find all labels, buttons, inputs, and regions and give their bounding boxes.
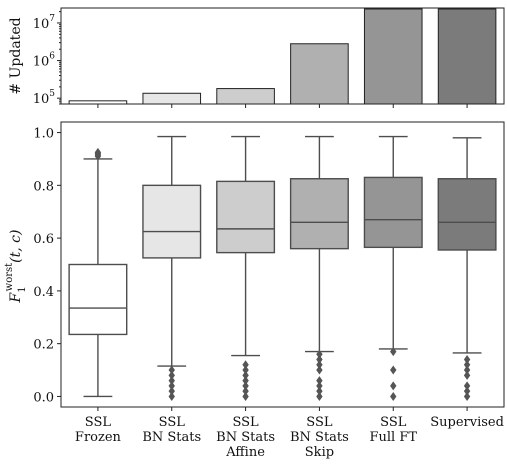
bar	[216, 88, 275, 105]
box-y-axis-label: F1worst(t, c)	[4, 230, 28, 304]
outlier-point	[168, 370, 175, 380]
outlier-point	[316, 355, 323, 364]
outlier-point	[316, 376, 323, 386]
outlier-point	[168, 381, 175, 391]
outlier-point	[242, 365, 249, 375]
iqr-box	[68, 263, 128, 336]
box-y-label-sup: worst	[4, 263, 15, 292]
outlier-point	[390, 381, 397, 391]
box-y-label-sub: 1	[17, 286, 28, 292]
box-x-tick-label: SSL	[306, 415, 333, 430]
bar-x-ticks	[97, 104, 468, 108]
box-y-tick-label: 0.0	[33, 390, 54, 405]
outlier-point	[242, 386, 249, 396]
outlier-point	[463, 365, 471, 375]
outlier-point	[242, 391, 249, 401]
iqr-box	[363, 176, 423, 249]
updated-params-bar-panel: 105 106 107 # Updated	[8, 7, 505, 108]
outlier-point	[463, 381, 471, 391]
outlier-point	[390, 347, 397, 357]
box-x-tick-label: SSL	[380, 415, 407, 430]
bar	[363, 8, 423, 105]
outlier-point	[390, 391, 397, 401]
outlier-point	[242, 381, 249, 391]
outlier-point	[390, 365, 397, 375]
box-x-tick-label: Affine	[225, 445, 265, 460]
iqr-box	[289, 178, 349, 250]
outlier-point	[168, 386, 175, 396]
box-y-tick-label: 0.4	[33, 285, 54, 300]
box-x-tick-label: BN Stats	[290, 430, 349, 445]
outlier-point	[463, 370, 471, 380]
box-x-tick-label: SSL	[85, 415, 112, 430]
bar	[142, 92, 202, 105]
outlier-point	[168, 376, 175, 386]
outlier-point	[463, 386, 471, 396]
iqr-box	[437, 178, 497, 251]
box-x-tick-label: BN Stats	[216, 430, 275, 445]
box-x-tick-label: BN Stats	[142, 430, 201, 445]
box-y-label-main: F	[8, 291, 24, 303]
outlier-point	[463, 360, 471, 370]
outlier-point	[316, 360, 323, 370]
outlier-point	[316, 365, 323, 375]
box-x-tick-label: SSL	[159, 415, 186, 430]
bar	[68, 100, 128, 105]
bar-y-tick-label: 107	[33, 14, 56, 32]
box-plot-frame	[60, 121, 505, 408]
outlier-point	[242, 360, 249, 370]
bar	[290, 43, 349, 105]
box-y-ticks: 0.0 0.2 0.4 0.6 0.8 1.0	[33, 127, 61, 405]
outlier-point	[316, 381, 323, 391]
bar-y-tick-label: 106	[33, 52, 56, 70]
box-x-tick-label: Skip	[305, 445, 334, 460]
outlier-point	[316, 391, 323, 401]
bar-marks	[68, 8, 497, 105]
box-x-tick-label: Frozen	[75, 430, 122, 445]
outlier-point	[242, 370, 249, 380]
outlier-point	[168, 365, 175, 375]
outlier-point	[316, 349, 323, 359]
box-y-label-args: (t, c)	[8, 230, 24, 263]
outlier-point	[242, 376, 249, 386]
box-y-tick-label: 0.2	[33, 338, 54, 353]
outlier-point	[463, 355, 471, 364]
bar	[437, 8, 497, 105]
iqr-box	[142, 184, 202, 259]
box-marks	[68, 135, 497, 401]
box-y-tick-label: 0.8	[33, 179, 54, 194]
outlier-point	[316, 386, 323, 396]
box-x-tick-label: Supervised	[430, 415, 504, 430]
box-y-tick-label: 0.6	[33, 232, 54, 247]
bar-y-tick-label: 105	[33, 89, 56, 107]
box-y-tick-label: 1.0	[33, 127, 54, 142]
bar-y-ticks: 105 106 107	[33, 11, 61, 107]
box-x-tick-label: SSL	[232, 415, 259, 430]
outlier-point	[94, 147, 102, 157]
outlier-point	[168, 391, 175, 401]
bar-plot-frame	[60, 7, 505, 105]
box-x-tick-label: Full FT	[369, 430, 417, 445]
bar-y-axis-label: # Updated	[8, 17, 24, 94]
outlier-point	[463, 391, 471, 401]
iqr-box	[216, 180, 276, 254]
